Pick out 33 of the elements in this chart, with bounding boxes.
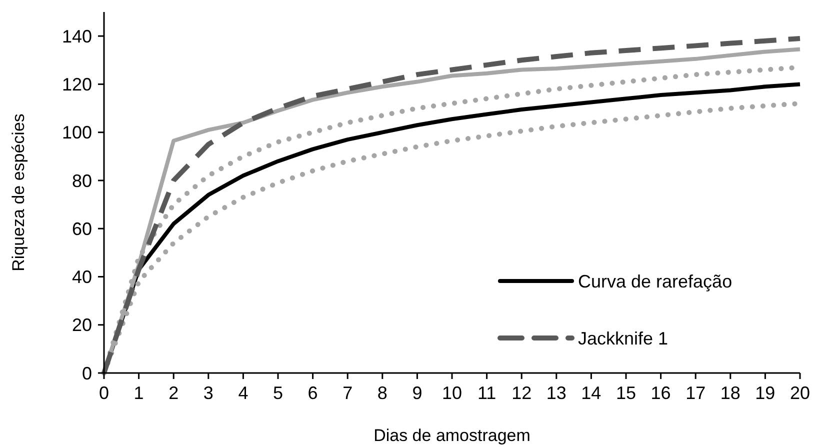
y-tick-label: 100: [62, 122, 92, 143]
x-tick-label: 18: [720, 383, 740, 403]
x-axis-title: Dias de amostragem: [374, 426, 530, 445]
x-tick-label: 10: [442, 383, 462, 403]
y-tick-label: 40: [72, 267, 92, 288]
x-tick-label: 15: [616, 383, 636, 403]
x-tick-label: 4: [238, 383, 248, 403]
y-tick-label: 60: [72, 218, 92, 239]
x-tick-label: 3: [203, 383, 214, 403]
x-tick-label: 9: [412, 383, 422, 403]
legend-label: Curva de rarefação: [578, 271, 732, 292]
y-tick-label: 140: [62, 26, 92, 46]
legend-label: Jackknife 1: [578, 328, 668, 348]
y-tick-label: 80: [72, 170, 92, 191]
x-tick-label: 12: [512, 383, 532, 403]
x-tick-label: 17: [686, 383, 706, 403]
x-tick-label: 2: [168, 383, 179, 403]
x-tick-label: 6: [308, 383, 318, 403]
y-axis-title: Riqueza de espécies: [9, 114, 28, 272]
x-tick-label: 7: [342, 383, 353, 403]
x-tick-label: 8: [377, 383, 388, 403]
x-tick-label: 1: [134, 383, 144, 403]
x-tick-label: 13: [546, 383, 566, 403]
x-tick-label: 14: [581, 383, 602, 403]
x-tick-label: 20: [790, 383, 810, 403]
x-tick-label: 19: [755, 383, 776, 403]
x-tick-label: 11: [477, 383, 496, 403]
x-tick-label: 0: [98, 383, 110, 403]
y-tick-label: 0: [82, 363, 92, 384]
y-tick-label: 20: [72, 315, 92, 336]
x-tick-label: 5: [272, 383, 284, 403]
x-tick-label: 16: [650, 383, 671, 403]
y-tick-label: 120: [62, 74, 92, 94]
